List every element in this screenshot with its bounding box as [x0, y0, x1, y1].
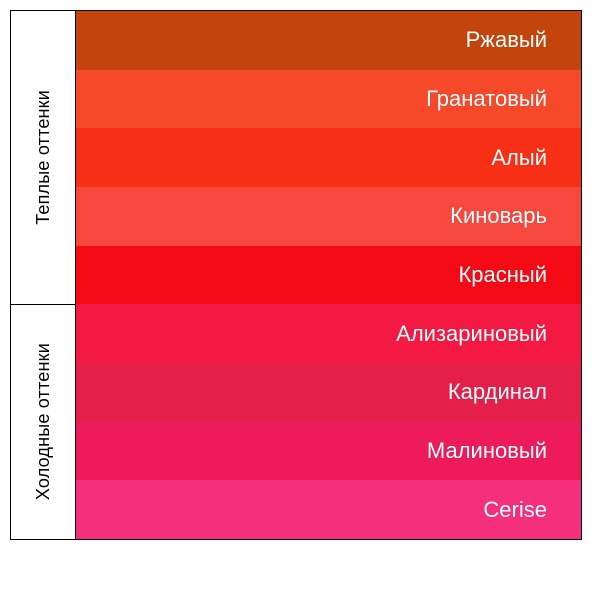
group-warm: Теплые оттенки [10, 10, 76, 305]
swatch-label: Ржавый [466, 27, 547, 53]
swatch-label: Ализариновый [396, 321, 547, 347]
swatch-row: Cerise [76, 480, 581, 539]
swatch-label: Киноварь [450, 203, 547, 229]
swatch-row: Алый [76, 128, 581, 187]
swatch-row: Ализариновый [76, 304, 581, 363]
swatch-label: Алый [491, 145, 547, 171]
group-cold-label: Холодные оттенки [33, 343, 54, 500]
swatch-row: Красный [76, 246, 581, 305]
swatch-row: Ржавый [76, 11, 581, 70]
group-cold: Холодные оттенки [10, 305, 76, 540]
swatch-column: Ржавый Гранатовый Алый Киноварь Красный … [76, 10, 582, 540]
swatch-label: Малиновый [427, 438, 547, 464]
color-shade-chart: Теплые оттенки Холодные оттенки Ржавый Г… [0, 0, 600, 600]
swatch-row: Киноварь [76, 187, 581, 246]
swatch-label: Cerise [483, 497, 547, 523]
swatch-row: Кардинал [76, 363, 581, 422]
group-column: Теплые оттенки Холодные оттенки [10, 10, 76, 540]
swatch-row: Малиновый [76, 422, 581, 481]
swatch-row: Гранатовый [76, 70, 581, 129]
swatch-label: Красный [458, 262, 547, 288]
swatch-label: Гранатовый [426, 86, 547, 112]
group-warm-label: Теплые оттенки [33, 90, 54, 225]
swatch-label: Кардинал [448, 379, 547, 405]
